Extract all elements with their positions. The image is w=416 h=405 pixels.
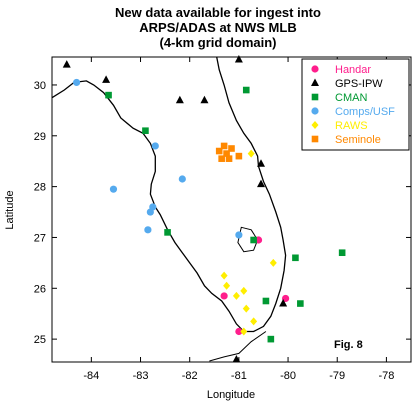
station-point [250,317,258,326]
station-point [262,297,270,305]
series-handar [220,236,290,336]
legend-label: RAWS [335,120,368,132]
station-point [200,95,209,104]
title-line-2: ARPS/ADAS at NWS MLB [139,20,296,35]
station-point [247,149,255,158]
series-seminole [215,142,243,162]
station-point [72,78,81,87]
legend-entries: Handar GPS-IPW CMAN Comps/USF RAWS Seminole [311,64,395,146]
station-point [102,75,111,83]
station-point [240,327,248,336]
legend: Handar GPS-IPW CMAN Comps/USF RAWS Seminole [301,58,410,151]
station-point [235,327,243,336]
legend-entry: Handar [311,64,371,76]
x-tick-label: -80 [280,370,296,382]
x-tick-label: -82 [182,370,198,382]
legend-label: GPS-IPW [335,78,383,90]
legend-marker [311,121,319,129]
legend-box [301,58,410,151]
station-point [292,254,299,262]
station-point [223,150,230,157]
station-point [267,335,275,343]
station-point [235,231,243,239]
legend-marker [311,93,319,101]
y-tick-label: 26 [34,283,46,295]
station-point [146,208,154,216]
x-tick-labels: -84 -83 -82 -81 -80 -79 -78 [83,370,394,382]
series-gps-ipw [62,55,288,363]
lake-okeechobee-outline [237,226,259,253]
station-point [144,226,152,234]
title-line-1: New data available for ingest into [115,5,321,20]
station-point [225,155,233,162]
legend-marker [311,135,319,143]
x-tick-label: -78 [378,370,394,382]
legend-entry: GPS-IPW [311,78,383,90]
station-point [338,249,346,257]
station-markers [62,55,346,363]
y-tick-label: 28 [34,182,46,194]
legend-entry: Comps/USF [311,106,395,118]
station-point [279,299,288,307]
series-raws [220,149,277,336]
x-tick-label: -79 [329,370,345,382]
legend-label: CMAN [335,92,367,104]
station-point [142,127,149,135]
station-point [242,304,250,313]
station-point [242,86,250,94]
station-point [235,152,243,160]
legend-marker [311,107,319,115]
x-tick-label: -81 [231,370,247,382]
title-line-3: (4-km grid domain) [159,35,276,50]
station-point [164,229,171,236]
y-tick-label: 29 [34,131,46,143]
station-point [175,95,184,104]
x-tick-label: -83 [133,370,149,382]
station-point [151,142,159,150]
station-point [220,292,228,300]
legend-marker [311,65,319,73]
station-point [257,159,266,167]
station-point [257,179,266,188]
station-point [218,155,225,162]
x-tick-label: -84 [83,370,99,382]
y-tick-label: 27 [34,232,46,244]
station-point [281,294,290,303]
station-point [105,91,112,99]
station-point [215,147,223,155]
legend-entry: CMAN [311,92,367,104]
legend-marker [311,78,319,86]
florida-keys-path [209,331,267,362]
station-point [269,258,277,267]
y-axis-label: Latitude [4,190,16,229]
series-comps-usf [72,78,243,239]
station-point [220,142,228,150]
y-tick-label: 25 [34,334,46,346]
station-point [62,60,71,68]
title: New data available for ingest into ARPS/… [115,5,321,50]
figure-label: Fig. 8 [334,339,363,351]
series-cman [105,86,346,343]
legend-entry: Seminole [311,134,381,146]
station-point [178,175,186,183]
y-tick-labels: 25 26 27 28 29 30 [34,80,46,346]
station-point [240,286,248,295]
station-point [220,271,228,280]
station-point [109,185,118,193]
station-point [234,55,243,63]
legend-label: Handar [335,64,371,76]
legend-label: Seminole [335,134,381,146]
station-point [223,281,231,290]
legend-entry: RAWS [311,120,368,132]
x-axis-label: Longitude [207,389,255,401]
station-point [250,236,257,244]
legend-label: Comps/USF [335,106,395,118]
station-point [232,354,241,363]
y-tick-label: 30 [34,80,46,92]
station-point [228,145,235,152]
station-point [232,291,240,300]
station-point [297,300,304,307]
